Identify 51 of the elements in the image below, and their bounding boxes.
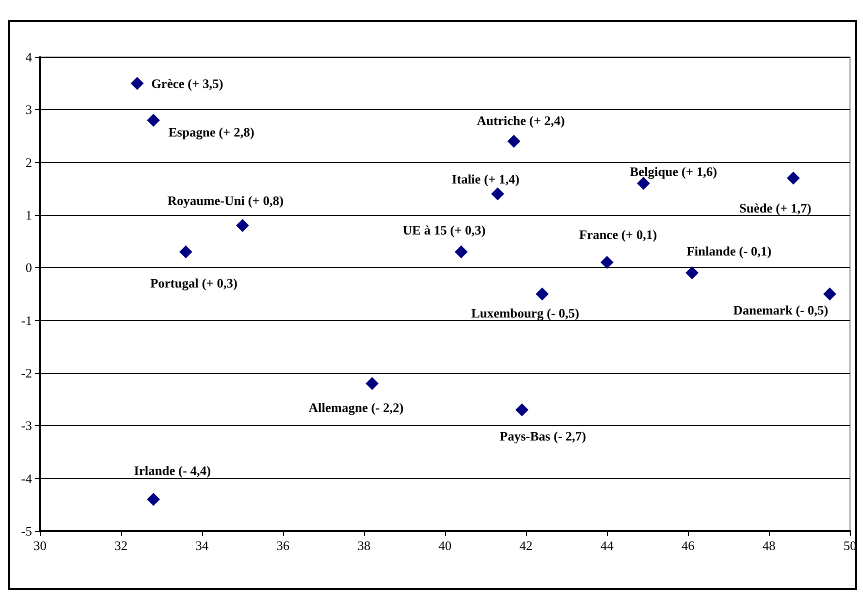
data-label: Danemark (- 0,5) <box>733 302 828 318</box>
data-label: Luxembourg (- 0,5) <box>471 306 580 320</box>
x-tick-label: 40 <box>438 538 452 553</box>
y-tick-label: 0 <box>26 260 32 276</box>
point <box>491 187 504 200</box>
data-label: Irlande (- 4,4) <box>134 462 211 478</box>
point <box>179 245 192 258</box>
point <box>600 256 614 269</box>
point <box>686 266 699 280</box>
y-tick-label: -3 <box>21 418 32 434</box>
x-tick-label: 46 <box>682 538 695 553</box>
data-label: Finlande (- 0,1) <box>686 243 772 258</box>
point <box>146 114 160 127</box>
data-label: Portugal (+ 0,3) <box>150 275 238 290</box>
y-tick-label: -5 <box>21 524 32 538</box>
data-label: UE à 15 (+ 0,3) <box>402 222 486 238</box>
data-label: Belgique (+ 1,6) <box>630 164 718 179</box>
point <box>823 288 836 300</box>
x-tick-label: 42 <box>520 538 532 553</box>
y-tick-label: 4 <box>26 50 32 64</box>
point <box>515 403 528 416</box>
data-label: Suède (+ 1,7) <box>739 200 812 216</box>
y-tick-label: -1 <box>21 312 32 328</box>
y-tick-label: 3 <box>26 102 32 118</box>
y-tick-label: -2 <box>21 366 32 380</box>
x-tick-label: 30 <box>34 538 46 553</box>
x-tick-label: 38 <box>358 538 370 553</box>
point <box>130 76 144 90</box>
point <box>507 134 520 148</box>
point <box>786 172 800 185</box>
point <box>146 492 160 506</box>
x-tick-label: 36 <box>276 538 290 553</box>
data-label: Royaume-Uni (+ 0,8) <box>167 193 284 208</box>
data-label: Allemagne (- 2,2) <box>308 400 404 416</box>
x-tick-label: 34 <box>196 538 209 553</box>
data-label: Italie (+ 1,4) <box>452 171 520 186</box>
point <box>236 219 249 232</box>
data-label: Grèce (+ 3,5) <box>151 76 224 91</box>
data-label: Espagne (+ 2,8) <box>168 124 254 140</box>
data-label: Pays-Bas (- 2,7) <box>500 428 586 444</box>
point <box>536 288 549 300</box>
point <box>454 245 468 258</box>
y-tick-label: -4 <box>21 470 32 486</box>
y-tick-label: 2 <box>26 154 32 170</box>
data-label: France (+ 0,1) <box>579 226 657 242</box>
x-tick-label: 44 <box>600 538 614 553</box>
data-label: Autriche (+ 2,4) <box>476 112 565 128</box>
x-tick-label: 48 <box>762 538 776 553</box>
point <box>366 377 379 390</box>
x-tick-label: 32 <box>114 538 128 553</box>
y-tick-label: 1 <box>26 208 32 222</box>
